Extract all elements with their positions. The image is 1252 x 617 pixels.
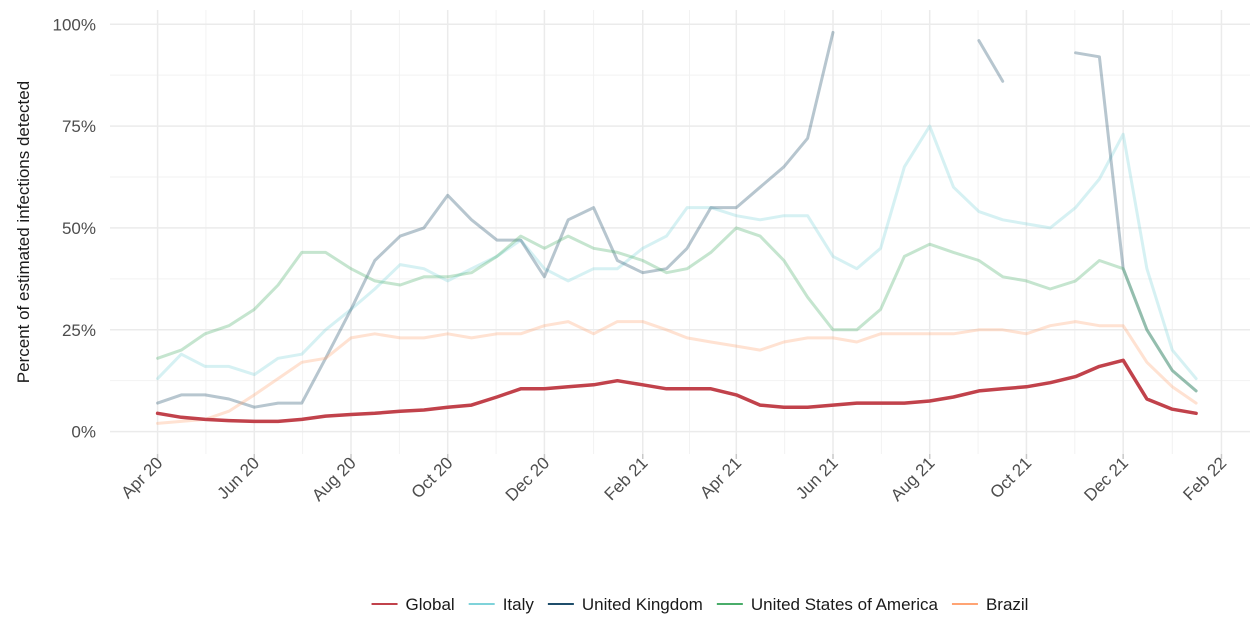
x-tick-label: Feb 21 bbox=[601, 453, 652, 504]
legend-label: Brazil bbox=[986, 595, 1029, 614]
legend-label: Italy bbox=[503, 595, 535, 614]
x-tick-label: Apr 20 bbox=[118, 453, 167, 502]
legend-item: Global bbox=[371, 595, 455, 614]
series-line bbox=[155, 358, 1198, 424]
y-tick-label: 100% bbox=[53, 15, 96, 34]
x-tick-label: Oct 21 bbox=[986, 453, 1035, 502]
x-tick-label: Aug 21 bbox=[887, 453, 939, 505]
legend-item: Brazil bbox=[951, 595, 1029, 614]
y-tick-label: 75% bbox=[62, 117, 96, 136]
series-line bbox=[156, 124, 1198, 381]
legend-item: Italy bbox=[468, 595, 535, 614]
series-line bbox=[156, 226, 1198, 393]
legend-item: United States of America bbox=[716, 595, 939, 614]
legend-item: United Kingdom bbox=[547, 595, 703, 614]
y-tick-label: 50% bbox=[62, 219, 96, 238]
x-tick-label: Aug 20 bbox=[308, 453, 360, 505]
x-tick-label: Apr 21 bbox=[696, 453, 745, 502]
legend: Global Italy United Kingdom United States o… bbox=[371, 595, 1029, 614]
series-line bbox=[156, 320, 1198, 425]
grid bbox=[110, 10, 1250, 454]
legend-label: United States of America bbox=[751, 595, 939, 614]
y-tick-label: 0% bbox=[71, 423, 96, 442]
x-tick-label: Dec 20 bbox=[502, 453, 554, 505]
legend-label: United Kingdom bbox=[582, 595, 703, 614]
x-tick-label: Oct 20 bbox=[408, 453, 457, 502]
lines bbox=[155, 30, 1198, 425]
series-line bbox=[156, 30, 1198, 409]
x-tick-label: Jun 20 bbox=[214, 453, 264, 503]
y-tick-label: 25% bbox=[62, 321, 96, 340]
legend-label: Global bbox=[406, 595, 455, 614]
x-tick-label: Dec 21 bbox=[1080, 453, 1132, 505]
y-axis-title: Percent of estimated infections detected bbox=[14, 81, 33, 383]
x-tick-label: Feb 22 bbox=[1179, 453, 1230, 504]
x-tick-label: Jun 21 bbox=[792, 453, 842, 503]
